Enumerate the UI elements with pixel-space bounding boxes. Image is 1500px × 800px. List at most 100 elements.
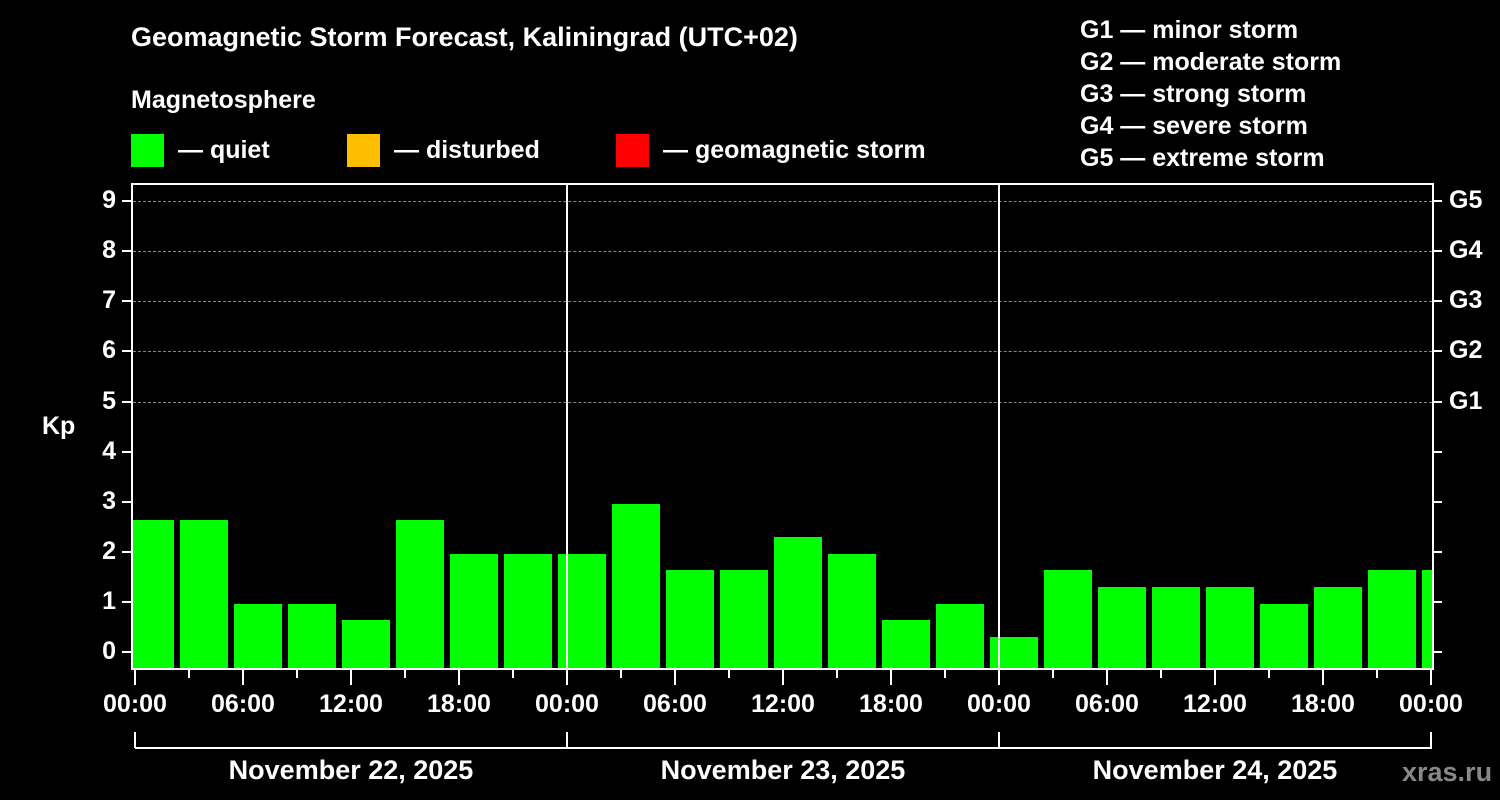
legend-item-quiet: — quiet xyxy=(131,133,270,167)
right-tick xyxy=(1433,350,1442,353)
grid-line xyxy=(133,351,1432,353)
right-tick xyxy=(1433,500,1442,503)
storm-scale-item: G1 — minor storm xyxy=(1080,16,1299,44)
kp-bar xyxy=(133,520,174,668)
day-separator xyxy=(998,185,1000,668)
x-tick-label: 06:00 xyxy=(211,690,275,718)
storm-scale-legend: G1 — minor storm G2 — moderate storm G3 … xyxy=(1080,14,1341,174)
y-tick xyxy=(122,450,131,453)
x-minor-tick xyxy=(836,670,838,678)
x-tick-label: 18:00 xyxy=(859,690,923,718)
x-minor-tick xyxy=(296,670,298,678)
date-bracket-tick xyxy=(1430,732,1432,748)
x-minor-tick xyxy=(1268,670,1270,678)
y-tick xyxy=(122,300,131,303)
kp-bar xyxy=(288,603,336,668)
x-major-tick xyxy=(134,670,136,685)
kp-bar xyxy=(1044,570,1092,668)
y-tick xyxy=(122,500,131,503)
x-tick-label: 00:00 xyxy=(535,690,599,718)
y-tick xyxy=(122,200,131,203)
x-minor-tick xyxy=(1160,670,1162,678)
x-major-tick xyxy=(458,670,460,685)
grid-line xyxy=(133,401,1432,403)
x-major-tick xyxy=(890,670,892,685)
y-tick-label: 5 xyxy=(102,386,116,415)
y-tick-label: 2 xyxy=(102,536,116,565)
kp-bar xyxy=(882,620,930,668)
disturbed-swatch-icon xyxy=(347,133,380,167)
g-scale-label: G3 xyxy=(1449,286,1483,315)
right-tick xyxy=(1433,300,1442,303)
x-minor-tick xyxy=(512,670,514,678)
date-bracket-tick xyxy=(134,732,136,748)
date-bracket-tick xyxy=(998,732,1000,748)
kp-bar xyxy=(1206,587,1254,668)
grid-line xyxy=(133,251,1432,253)
right-tick xyxy=(1433,450,1442,453)
y-tick-label: 1 xyxy=(102,586,116,615)
x-major-tick xyxy=(782,670,784,685)
right-tick xyxy=(1433,600,1442,603)
x-minor-tick xyxy=(944,670,946,678)
kp-bar xyxy=(396,520,444,668)
date-label: November 22, 2025 xyxy=(228,755,474,785)
date-label: November 23, 2025 xyxy=(660,755,906,785)
kp-bar xyxy=(234,603,282,668)
kp-bar xyxy=(1368,570,1416,668)
x-minor-tick xyxy=(620,670,622,678)
y-tick-label: 6 xyxy=(102,336,116,365)
x-major-tick xyxy=(998,670,1000,685)
legend-label: — quiet xyxy=(178,135,270,164)
x-tick-label: 18:00 xyxy=(427,690,491,718)
g-scale-label: G5 xyxy=(1449,186,1483,215)
date-bracket-line xyxy=(135,747,1432,749)
kp-bar xyxy=(828,553,876,668)
x-tick-label: 12:00 xyxy=(319,690,383,718)
storm-scale-item: G4 — severe storm xyxy=(1080,112,1308,140)
storm-scale-item: G3 — strong storm xyxy=(1080,80,1307,108)
y-tick xyxy=(122,350,131,353)
plot-area xyxy=(131,183,1434,670)
kp-bar xyxy=(180,520,228,668)
kp-bar xyxy=(1422,570,1432,668)
x-tick-label: 00:00 xyxy=(1399,690,1463,718)
kp-bar xyxy=(1152,587,1200,668)
x-minor-tick xyxy=(728,670,730,678)
g-scale-label: G1 xyxy=(1449,386,1483,415)
x-major-tick xyxy=(566,670,568,685)
y-tick-label: 7 xyxy=(102,286,116,315)
kp-bar xyxy=(1260,603,1308,668)
y-tick xyxy=(122,651,131,653)
y-tick-label: 0 xyxy=(102,637,116,665)
x-tick-label: 06:00 xyxy=(1075,690,1139,718)
x-minor-tick xyxy=(404,670,406,678)
legend-item-storm: — geomagnetic storm xyxy=(616,133,926,167)
x-tick-label: 12:00 xyxy=(751,690,815,718)
grid-line xyxy=(133,301,1432,303)
storm-swatch-icon xyxy=(616,133,649,167)
y-tick-label: 8 xyxy=(102,236,116,265)
legend-label: — geomagnetic storm xyxy=(663,135,926,164)
right-tick xyxy=(1433,651,1442,653)
y-tick xyxy=(122,400,131,403)
x-major-tick xyxy=(1106,670,1108,685)
kp-bar xyxy=(450,553,498,668)
right-tick xyxy=(1433,200,1442,203)
y-axis-label: Kp xyxy=(42,412,76,440)
kp-bar xyxy=(504,553,552,668)
kp-bar xyxy=(612,503,660,668)
x-minor-tick xyxy=(188,670,190,678)
kp-bar xyxy=(342,620,390,668)
g-scale-label: G4 xyxy=(1449,236,1483,265)
grid-line xyxy=(133,201,1432,203)
legend-heading: Magnetosphere xyxy=(131,86,316,114)
x-tick-label: 06:00 xyxy=(643,690,707,718)
storm-scale-item: G2 — moderate storm xyxy=(1080,48,1342,76)
x-major-tick xyxy=(1322,670,1324,685)
x-major-tick xyxy=(674,670,676,685)
y-tick-label: 3 xyxy=(102,486,116,515)
y-tick xyxy=(122,250,131,253)
kp-bar xyxy=(666,570,714,668)
x-major-tick xyxy=(1430,670,1432,685)
